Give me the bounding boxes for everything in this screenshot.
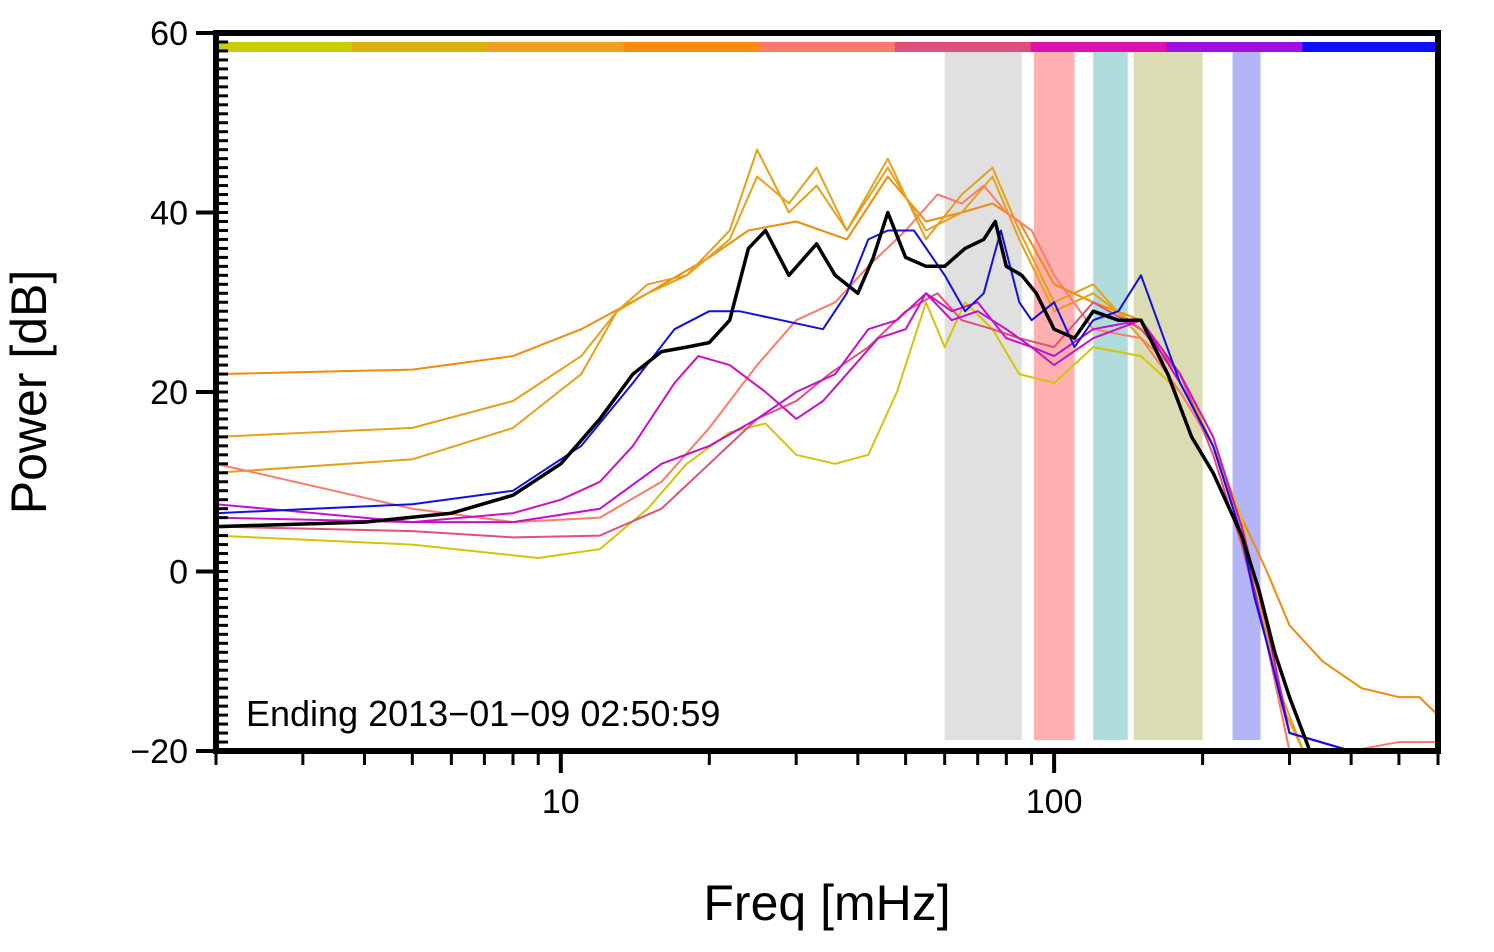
band-0	[944, 52, 1022, 740]
series-line-8	[216, 229, 1438, 751]
y-tick-label-2: 20	[150, 374, 188, 412]
band-1	[1033, 52, 1075, 740]
color-bar-segment-0	[216, 42, 353, 52]
y-tick-label-0: −20	[130, 733, 188, 771]
color-bar-segment-8	[1302, 42, 1439, 52]
x-tick-label-1: 100	[1026, 783, 1083, 821]
color-bar-segment-3	[623, 42, 760, 52]
color-bar-segment-5	[894, 42, 1032, 52]
series-line-9	[216, 210, 1438, 751]
y-axis-ticks: −20 0 20 40 60	[130, 15, 228, 771]
y-tick-label-3: 40	[150, 195, 188, 233]
series-line-6	[216, 292, 1438, 751]
color-bar-segment-6	[1030, 42, 1167, 52]
y-axis-title: Power [dB]	[1, 270, 57, 515]
timestamp-annotation: Ending 2013−01−09 02:50:59	[246, 693, 720, 734]
series-line-5	[216, 292, 1438, 751]
top-color-bar	[216, 42, 1439, 52]
series-line-1	[216, 148, 1438, 751]
color-bar-segment-4	[759, 42, 896, 52]
y-tick-label-4: 60	[150, 15, 188, 53]
x-axis-ticks: 10 100	[214, 751, 1440, 821]
color-bar-segment-2	[487, 42, 624, 52]
spectrum-series	[216, 148, 1438, 751]
x-tick-label-0: 10	[542, 783, 580, 821]
band-2	[1093, 52, 1128, 740]
color-bar-segment-7	[1166, 42, 1303, 52]
frequency-bands	[944, 52, 1261, 740]
band-4	[1232, 52, 1261, 740]
y-tick-label-1: 0	[169, 554, 188, 592]
x-axis-title: Freq [mHz]	[703, 875, 950, 931]
color-bar-segment-1	[351, 42, 489, 52]
